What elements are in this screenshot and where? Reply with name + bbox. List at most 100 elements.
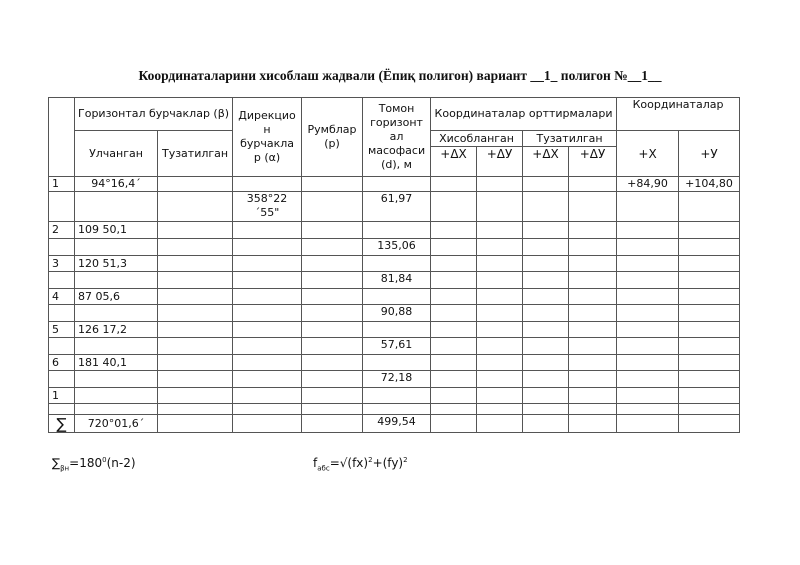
table-row: 358°22 ´55" 61,97 <box>48 191 741 222</box>
direction-angle <box>232 221 303 239</box>
dx-computed <box>430 354 478 371</box>
header-corrected-increments: Тузатилган <box>522 130 618 147</box>
table-row: 1 94°16,4´ +84,90 +104,80 <box>48 176 741 192</box>
header-rhumbs: Румблар (р) <box>301 97 364 177</box>
header-direction: Дирекцио н бурчакла р (α) <box>232 97 303 177</box>
dx-computed <box>430 255 478 272</box>
direction-angle <box>232 387 303 404</box>
dy-computed <box>476 304 524 322</box>
table-row <box>48 403 741 415</box>
measured-angle <box>73 403 159 415</box>
coord-x <box>616 354 680 371</box>
row-number <box>48 238 75 256</box>
distance <box>362 221 432 239</box>
dy-computed <box>476 354 524 371</box>
corrected-angle <box>157 321 234 338</box>
formula-angle-sum: ∑βн=1800(n-2) <box>52 456 136 473</box>
coord-y <box>678 354 741 371</box>
coord-y <box>678 271 741 289</box>
dy-corrected <box>568 191 618 222</box>
row-number <box>48 337 75 355</box>
corrected-angle <box>157 370 234 388</box>
direction-angle <box>232 271 303 289</box>
dy-computed <box>476 321 524 338</box>
row-number <box>48 370 75 388</box>
table-row: 1 <box>48 387 741 404</box>
header-x: +Х <box>616 130 680 177</box>
dx-corrected <box>522 354 570 371</box>
dx-corrected <box>522 288 570 305</box>
distance <box>362 403 432 415</box>
coord-x <box>616 321 680 338</box>
dx-corrected <box>522 387 570 404</box>
header-side-distance: Томон горизонт ал масофаси (d), м <box>362 97 432 177</box>
dy-computed <box>476 255 524 272</box>
distance: 135,06 <box>362 238 432 256</box>
table-row: 57,61 <box>48 337 741 355</box>
table-row: 81,84 <box>48 271 741 289</box>
measured-angle: 120 51,3 <box>73 255 159 272</box>
dy-computed <box>476 238 524 256</box>
rhumb <box>301 271 364 289</box>
dy-computed <box>476 271 524 289</box>
table-row: 6 181 40,1 <box>48 354 741 371</box>
corrected-angle <box>157 387 234 404</box>
measured-angle <box>73 337 159 355</box>
row-number: 4 <box>48 288 75 305</box>
dy-computed <box>476 370 524 388</box>
direction-angle <box>232 337 303 355</box>
dx-computed <box>430 238 478 256</box>
row-number: 6 <box>48 354 75 371</box>
header-horizontal-angles: Горизонтал бурчаклар (β) <box>73 97 234 131</box>
table-row: 4 87 05,6 <box>48 288 741 305</box>
rhumb <box>301 337 364 355</box>
table-row: 3 120 51,3 <box>48 255 741 272</box>
corrected-angle <box>157 191 234 222</box>
direction-angle <box>232 255 303 272</box>
coord-y <box>678 403 741 415</box>
dx-computed <box>430 271 478 289</box>
dy-computed <box>476 221 524 239</box>
direction-angle <box>232 238 303 256</box>
coord-y: +104,80 <box>678 176 741 192</box>
corrected-angle <box>157 288 234 305</box>
dy-corrected <box>568 288 618 305</box>
corrected-angle <box>157 221 234 239</box>
distance <box>362 321 432 338</box>
coord-y <box>678 191 741 222</box>
row-number: 3 <box>48 255 75 272</box>
coord-y <box>678 387 741 404</box>
dx-computed <box>430 191 478 222</box>
measured-angle: 720°01,6´ <box>73 414 159 433</box>
dy-corrected <box>568 221 618 239</box>
table-row: 5 126 17,2 <box>48 321 741 338</box>
distance: 90,88 <box>362 304 432 322</box>
distance: 72,18 <box>362 370 432 388</box>
row-number <box>48 403 75 415</box>
dy-computed <box>476 414 524 433</box>
direction-angle <box>232 370 303 388</box>
dx-computed <box>430 370 478 388</box>
coord-y <box>678 238 741 256</box>
distance <box>362 176 432 192</box>
row-number: ∑ <box>48 414 75 433</box>
rhumb <box>301 354 364 371</box>
coord-x <box>616 387 680 404</box>
distance <box>362 387 432 404</box>
header-dy-corrected: +ΔУ <box>568 146 618 177</box>
coord-y <box>678 255 741 272</box>
measured-angle: 87 05,6 <box>73 288 159 305</box>
measured-angle <box>73 304 159 322</box>
dx-corrected <box>522 238 570 256</box>
dy-computed <box>476 288 524 305</box>
rhumb <box>301 304 364 322</box>
rhumb <box>301 403 364 415</box>
header-computed: Хисобланган <box>430 130 524 147</box>
direction-angle <box>232 403 303 415</box>
coord-x <box>616 271 680 289</box>
coord-x <box>616 255 680 272</box>
dx-corrected <box>522 321 570 338</box>
rhumb <box>301 387 364 404</box>
measured-angle: 94°16,4´ <box>73 176 159 192</box>
dx-corrected <box>522 414 570 433</box>
